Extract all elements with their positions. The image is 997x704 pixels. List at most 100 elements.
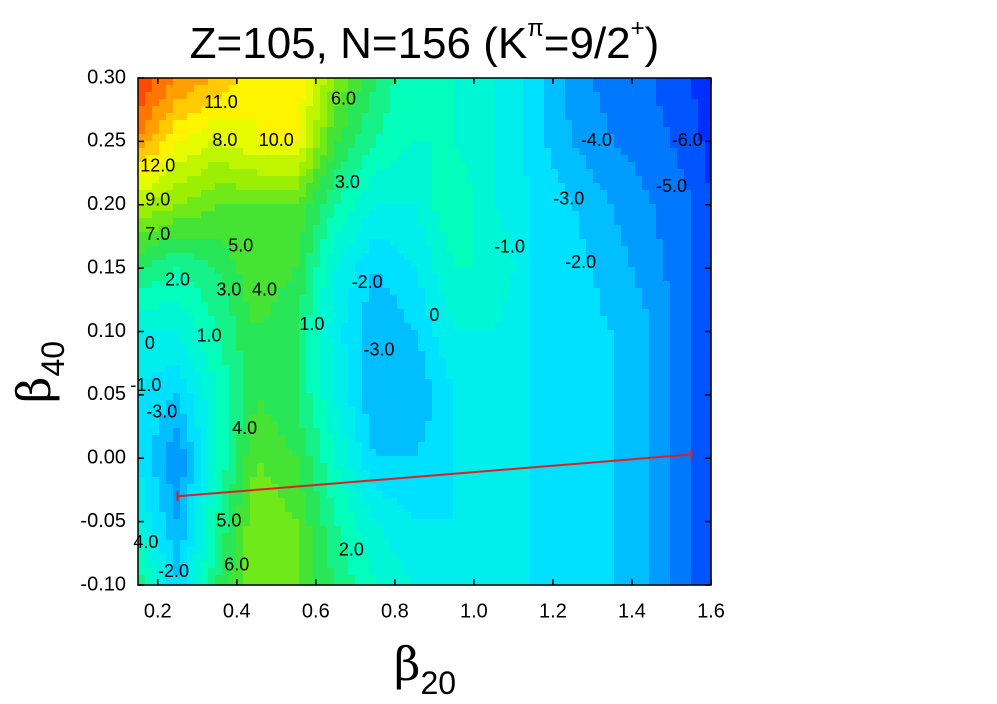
field-cell <box>306 197 314 205</box>
field-cell <box>488 568 496 576</box>
field-cell <box>166 169 174 177</box>
field-cell <box>425 127 433 135</box>
field-cell <box>187 393 195 401</box>
field-cell <box>313 470 321 478</box>
field-cell <box>215 407 223 415</box>
field-cell <box>299 162 307 170</box>
field-cell <box>152 309 160 317</box>
field-cell <box>355 554 363 562</box>
field-cell <box>495 456 503 464</box>
field-cell <box>362 239 370 247</box>
field-cell <box>306 540 314 548</box>
field-cell <box>516 246 524 254</box>
field-cell <box>327 302 335 310</box>
field-cell <box>453 190 461 198</box>
field-cell <box>327 274 335 282</box>
field-cell <box>579 505 587 513</box>
field-cell <box>383 246 391 254</box>
field-cell <box>383 239 391 247</box>
field-cell <box>579 519 587 527</box>
field-cell <box>502 78 510 86</box>
field-cell <box>418 428 426 436</box>
field-cell <box>607 568 615 576</box>
field-cell <box>376 519 384 527</box>
field-cell <box>397 337 405 345</box>
field-cell <box>173 372 181 380</box>
field-cell <box>495 512 503 520</box>
field-cell <box>558 176 566 184</box>
field-cell <box>544 372 552 380</box>
field-cell <box>544 155 552 163</box>
field-cell <box>299 463 307 471</box>
field-cell <box>481 470 489 478</box>
field-cell <box>173 463 181 471</box>
field-cell <box>418 477 426 485</box>
field-cell <box>222 575 230 583</box>
field-cell <box>222 190 230 198</box>
field-cell <box>453 204 461 212</box>
field-cell <box>229 344 237 352</box>
field-cell <box>565 344 573 352</box>
field-cell <box>152 526 160 534</box>
field-cell <box>474 519 482 527</box>
field-cell <box>467 463 475 471</box>
field-cell <box>285 134 293 142</box>
field-cell <box>404 99 412 107</box>
field-cell <box>166 414 174 422</box>
field-cell <box>341 260 349 268</box>
field-cell <box>446 113 454 121</box>
field-cell <box>292 288 300 296</box>
field-cell <box>173 309 181 317</box>
field-cell <box>502 232 510 240</box>
field-cell <box>537 379 545 387</box>
field-cell <box>607 582 615 586</box>
field-cell <box>369 99 377 107</box>
field-cell <box>453 344 461 352</box>
field-cell <box>299 491 307 499</box>
field-cell <box>362 351 370 359</box>
field-cell <box>593 442 601 450</box>
field-cell <box>411 442 419 450</box>
field-cell <box>397 512 405 520</box>
field-cell <box>341 540 349 548</box>
field-cell <box>418 575 426 583</box>
field-cell <box>579 414 587 422</box>
field-cell <box>362 127 370 135</box>
field-cell <box>306 519 314 527</box>
field-cell <box>264 134 272 142</box>
field-cell <box>488 274 496 282</box>
field-cell <box>523 386 531 394</box>
field-cell <box>614 309 622 317</box>
field-cell <box>551 218 559 226</box>
field-cell <box>460 169 468 177</box>
field-cell <box>530 491 538 499</box>
field-cell <box>453 260 461 268</box>
field-cell <box>453 554 461 562</box>
field-cell <box>271 169 279 177</box>
field-cell <box>432 547 440 555</box>
field-cell <box>614 92 622 100</box>
field-cell <box>292 365 300 373</box>
field-cell <box>271 323 279 331</box>
field-cell <box>432 414 440 422</box>
field-cell <box>523 309 531 317</box>
field-cell <box>194 134 202 142</box>
field-cell <box>586 554 594 562</box>
field-cell <box>292 505 300 513</box>
field-cell <box>383 407 391 415</box>
field-cell <box>271 512 279 520</box>
field-cell <box>586 582 594 586</box>
field-cell <box>481 526 489 534</box>
field-cell <box>285 414 293 422</box>
field-cell <box>236 295 244 303</box>
field-cell <box>439 435 447 443</box>
field-cell <box>397 295 405 303</box>
field-cell <box>439 407 447 415</box>
field-cell <box>145 568 153 576</box>
field-cell <box>355 463 363 471</box>
field-cell <box>481 204 489 212</box>
field-cell <box>180 204 188 212</box>
field-cell <box>593 582 601 586</box>
field-cell <box>194 554 202 562</box>
field-cell <box>453 568 461 576</box>
